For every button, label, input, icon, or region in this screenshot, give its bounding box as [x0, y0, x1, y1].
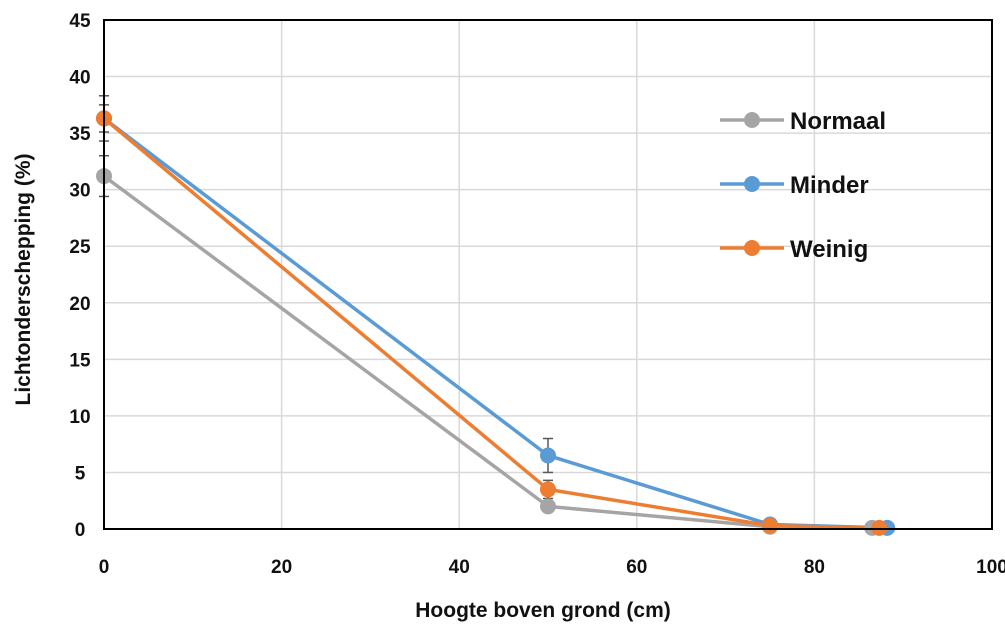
x-tick-label: 100 [976, 557, 1005, 578]
x-tick-label: 60 [626, 557, 647, 578]
plot-area-frame [103, 19, 993, 530]
legend: Normaal Minder Weinig [720, 108, 886, 263]
x-tick-label: 20 [271, 557, 292, 578]
x-tick-label: 40 [449, 557, 470, 578]
legend-swatch-marker [744, 240, 760, 256]
data-point-weinig [540, 481, 556, 498]
x-axis-title: Hoogte boven grond (cm) [415, 599, 671, 622]
series-line-weinig [102, 117, 880, 530]
x-axis-tick-labels: 0 20 40 60 80 100 [99, 557, 1005, 578]
legend-swatch-marker [744, 176, 760, 192]
y-tick-label: 30 [69, 181, 90, 202]
y-tick-label: 40 [69, 68, 90, 89]
series-lines [102, 117, 888, 530]
y-tick-label: 45 [69, 11, 91, 32]
series-line-normaal [102, 174, 873, 530]
y-tick-label: 25 [69, 237, 91, 258]
y-tick-label: 0 [75, 520, 86, 541]
legend-label-weinig: Weinig [790, 236, 868, 263]
y-tick-label: 15 [69, 350, 91, 371]
data-point-minder [540, 447, 556, 464]
y-axis-tick-labels: 0 5 10 15 20 25 30 35 40 45 [69, 11, 91, 541]
y-tick-label: 5 [75, 463, 86, 484]
data-point-weinig [871, 519, 888, 536]
y-axis-title: Lichtonderschepping (%) [12, 154, 35, 406]
legend-swatch-marker [744, 112, 760, 128]
y-tick-label: 20 [69, 294, 90, 315]
legend-label-normaal: Normaal [790, 108, 886, 135]
data-point-weinig [762, 517, 778, 534]
y-tick-label: 10 [69, 407, 90, 428]
legend-label-minder: Minder [790, 172, 869, 199]
y-tick-label: 35 [69, 124, 91, 145]
x-tick-label: 0 [99, 557, 110, 578]
x-tick-label: 80 [804, 557, 825, 578]
data-point-normaal [540, 498, 556, 515]
error-bars [99, 95, 775, 529]
